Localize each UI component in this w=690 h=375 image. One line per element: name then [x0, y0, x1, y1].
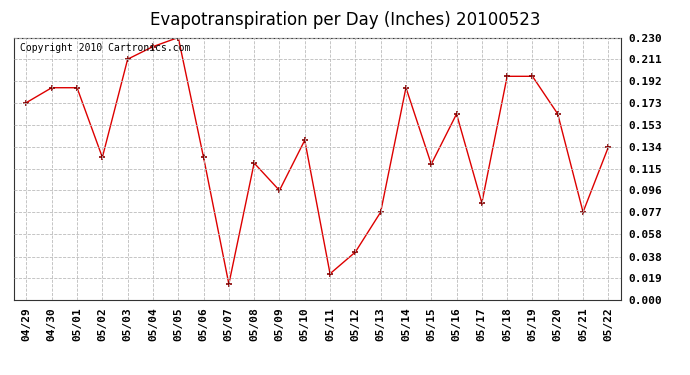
Text: Evapotranspiration per Day (Inches) 20100523: Evapotranspiration per Day (Inches) 2010… [150, 11, 540, 29]
Text: Copyright 2010 Cartronics.com: Copyright 2010 Cartronics.com [20, 43, 190, 53]
